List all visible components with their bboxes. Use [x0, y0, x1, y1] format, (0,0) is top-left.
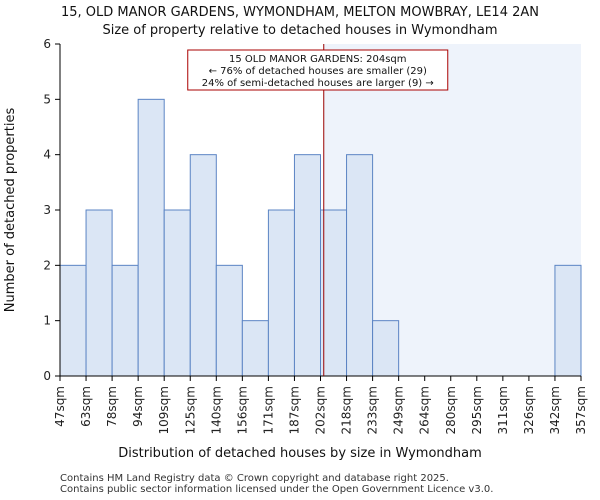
x-tick-label: 218sqm: [340, 386, 354, 434]
x-tick-label: 140sqm: [209, 386, 223, 434]
y-tick-label: 1: [43, 314, 51, 328]
x-tick-label: 78sqm: [105, 386, 119, 427]
footer-line-1: Contains HM Land Registry data © Crown c…: [60, 473, 449, 484]
bar: [111, 264, 139, 377]
bar: [137, 98, 165, 377]
y-axis-label: Number of detached properties: [3, 108, 18, 313]
x-tick-label: 156sqm: [235, 386, 249, 434]
bar: [215, 264, 243, 377]
y-tick-label: 2: [43, 258, 51, 272]
chart-title: 15, OLD MANOR GARDENS, WYMONDHAM, MELTON…: [61, 5, 539, 20]
bar: [163, 209, 191, 377]
footer-line-2: Contains public sector information licen…: [60, 484, 494, 495]
x-tick-label: 342sqm: [548, 386, 562, 434]
bar: [293, 154, 322, 377]
x-tick-label: 171sqm: [261, 386, 275, 434]
chart-subtitle: Size of property relative to detached ho…: [102, 23, 497, 38]
y-tick-label: 4: [43, 148, 51, 162]
x-tick-label: 47sqm: [53, 386, 67, 427]
x-tick-label: 233sqm: [366, 386, 380, 434]
annotation-box: [187, 49, 449, 91]
x-tick-label: 311sqm: [496, 386, 510, 434]
bar: [85, 209, 113, 377]
bar: [241, 320, 269, 377]
x-tick-label: 187sqm: [287, 386, 301, 434]
x-tick-label: 264sqm: [418, 386, 432, 434]
bar: [372, 320, 400, 377]
bar: [320, 209, 348, 377]
y-tick-label: 5: [43, 92, 51, 106]
x-tick-label: 357sqm: [574, 386, 588, 434]
y-tick-label: 3: [43, 203, 51, 217]
x-tick-label: 109sqm: [157, 386, 171, 434]
chart: 0 1 2 3 4 5 6 47sqm 63sqm 78sqm 94sqm 109sqm 125sqm 1…: [3, 5, 588, 461]
bar: [189, 154, 217, 377]
x-tick-label: 63sqm: [79, 386, 93, 427]
x-tick-label: 326sqm: [522, 386, 536, 434]
x-tick-label: 280sqm: [444, 386, 458, 434]
x-tick-label: 202sqm: [314, 386, 328, 434]
bar: [554, 264, 582, 377]
x-tick-label: 249sqm: [392, 386, 406, 434]
annotation-line-3: 24% of semi-detached houses are larger (…: [202, 78, 434, 89]
x-tick-label: 125sqm: [183, 386, 197, 434]
annotation-line-2: ← 76% of detached houses are smaller (29…: [209, 66, 427, 77]
bar: [59, 264, 87, 377]
x-tick-label: 295sqm: [470, 386, 484, 434]
y-tick-label: 0: [43, 369, 51, 383]
x-tick-label: 94sqm: [131, 386, 145, 427]
y-tick-label: 6: [43, 37, 51, 51]
annotation-line-1: 15 OLD MANOR GARDENS: 204sqm: [229, 54, 407, 65]
x-axis-label: Distribution of detached houses by size …: [118, 446, 482, 461]
bar: [267, 209, 295, 377]
bar: [346, 154, 374, 377]
